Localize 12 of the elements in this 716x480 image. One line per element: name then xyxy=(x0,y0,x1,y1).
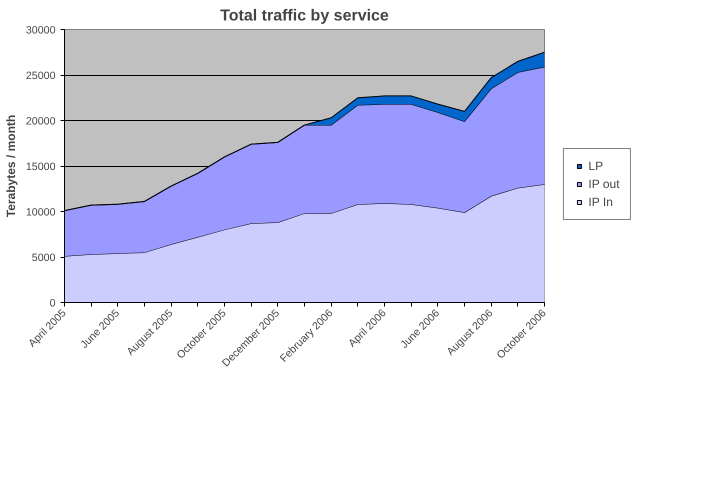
y-tick-label: 15000 xyxy=(26,161,56,173)
y-tick-label: 25000 xyxy=(26,70,56,82)
y-tick-label: 5000 xyxy=(32,252,56,264)
y-tick-label: 0 xyxy=(50,298,56,310)
y-tick-label: 10000 xyxy=(26,206,56,218)
y-tick-label: 20000 xyxy=(26,116,56,128)
legend-label: IP out xyxy=(588,177,620,191)
chart-title: Total traffic by service xyxy=(220,8,389,24)
legend-label: LP xyxy=(588,159,604,173)
legend-label: IP In xyxy=(588,195,613,209)
y-axis-title: Terabytes / month xyxy=(4,114,18,218)
y-tick-label: 30000 xyxy=(26,24,56,36)
